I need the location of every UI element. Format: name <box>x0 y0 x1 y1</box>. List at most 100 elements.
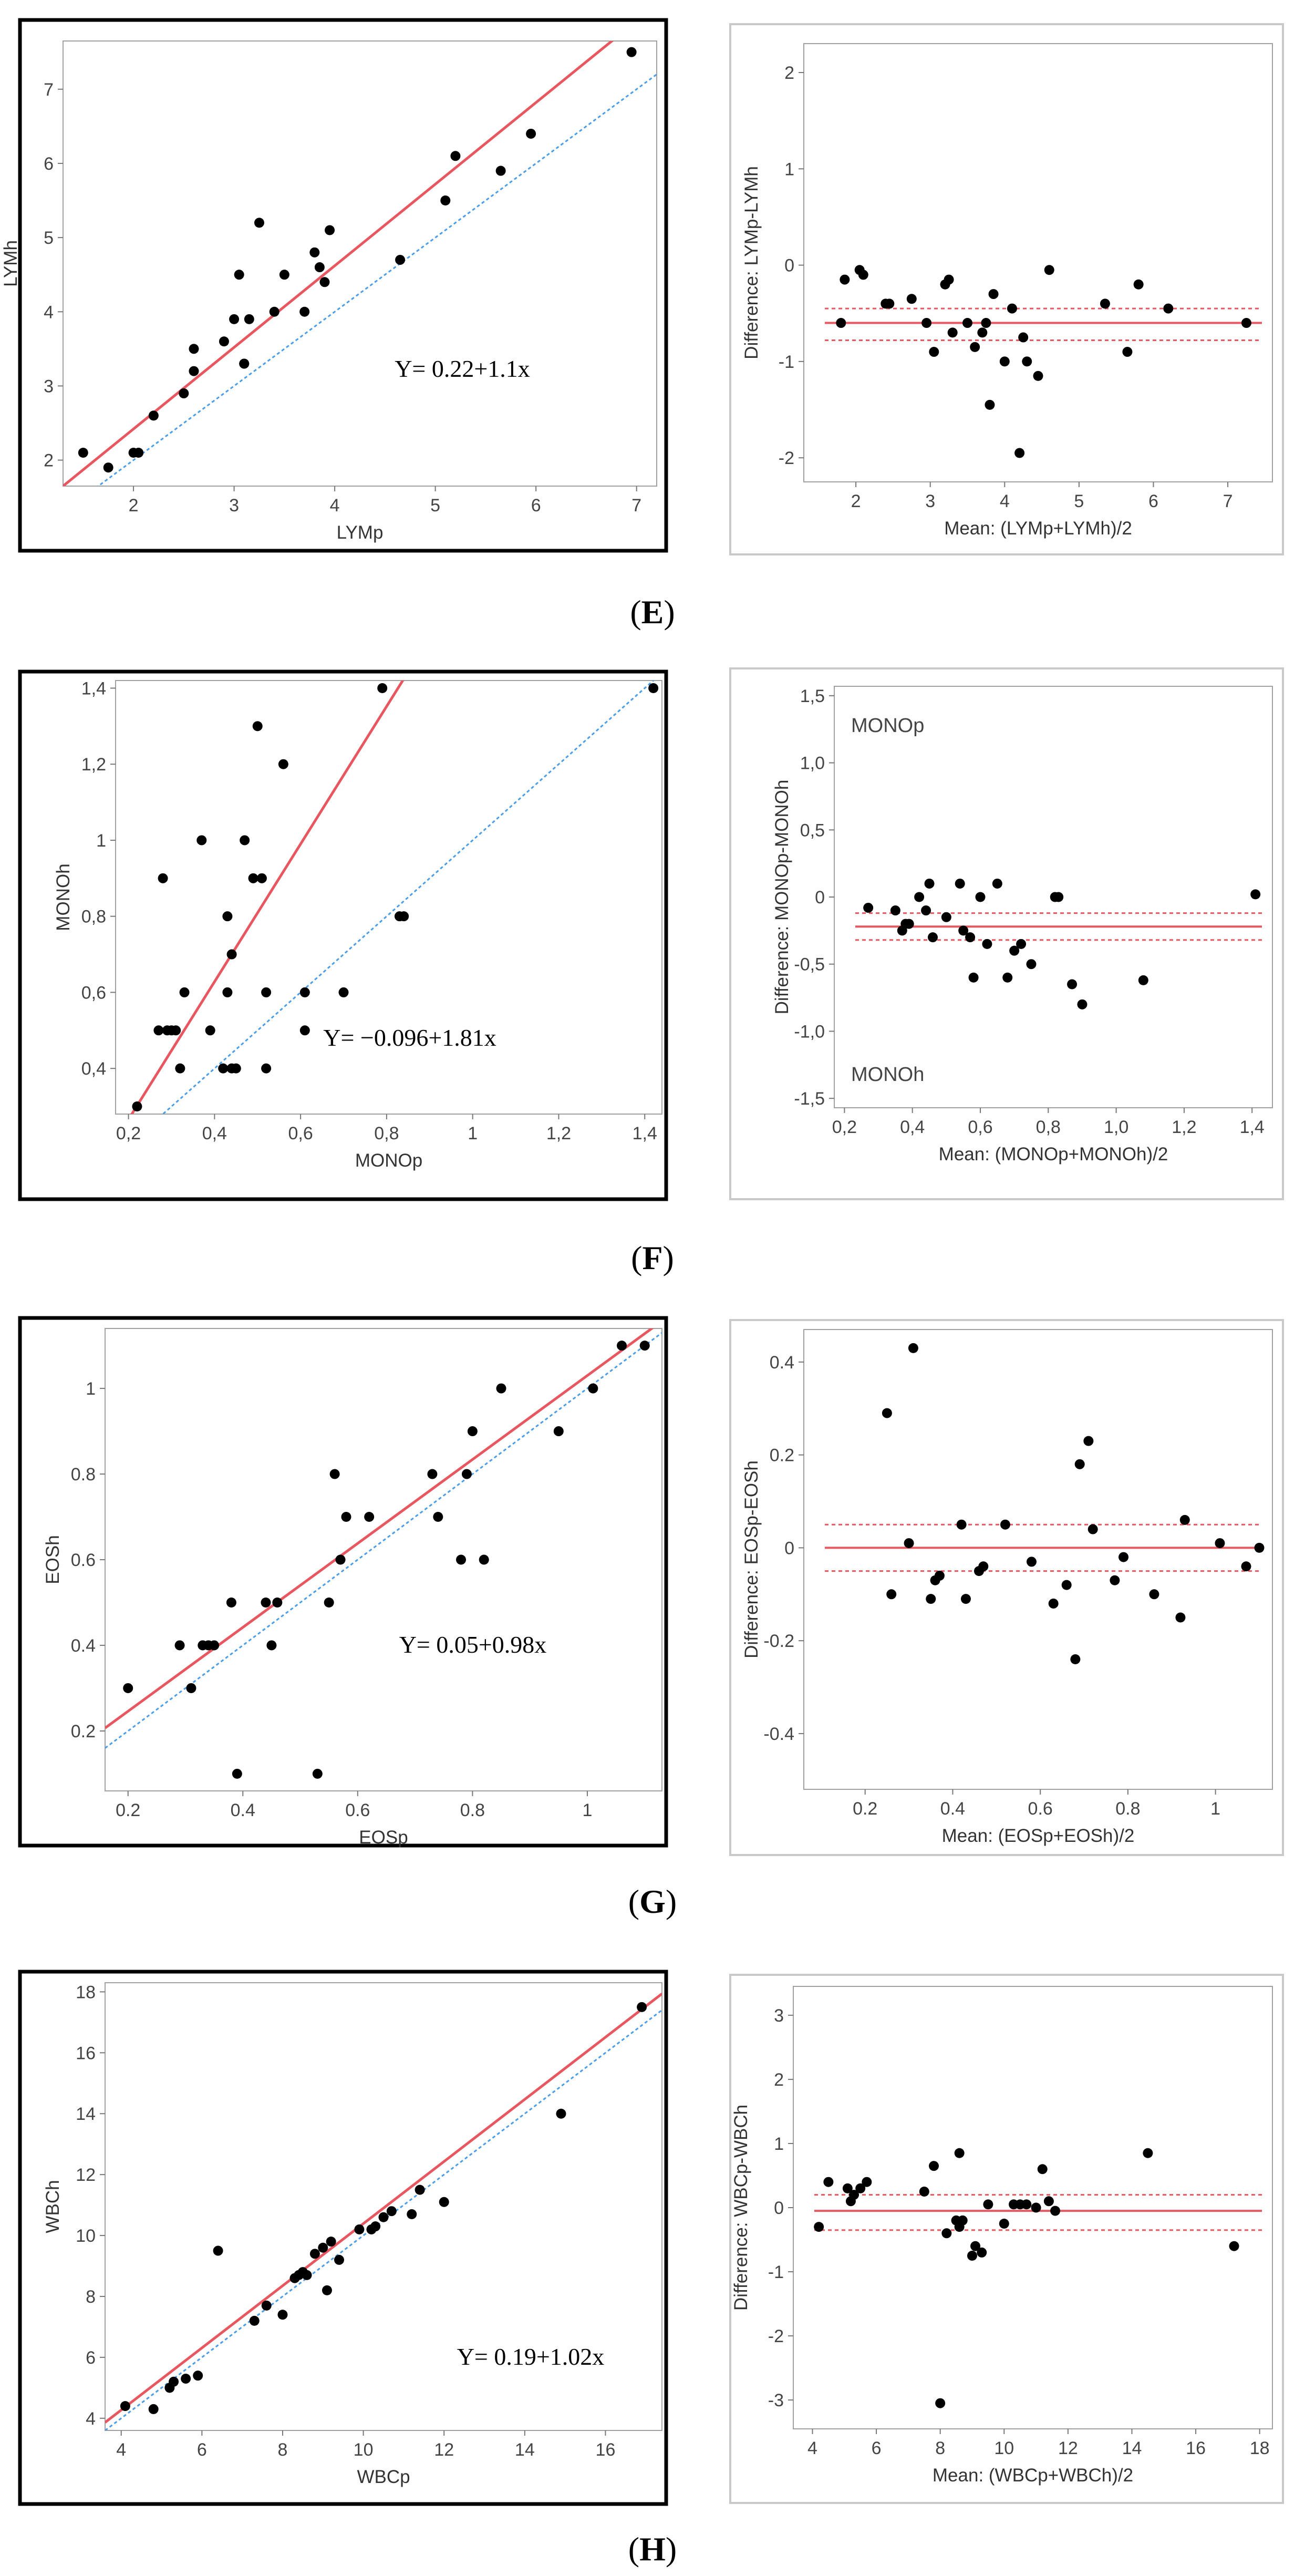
data-point <box>370 2221 381 2232</box>
x-tick-label: 1,0 <box>1104 1117 1128 1137</box>
chart-G-scatter: 0.2 0.4 0.6 0.8 1 0.2 0.4 0.6 0.8 1 EOSp EOSh Y= 0.0… <box>18 1316 668 1848</box>
y-tick-label: 12 <box>76 2165 96 2185</box>
y-tick-label: 4 <box>44 302 54 322</box>
data-point <box>1067 979 1078 990</box>
data-point <box>1044 265 1054 275</box>
data-point <box>1014 448 1025 458</box>
x-tick-label: 1 <box>582 1800 592 1820</box>
y-tick-label: 7 <box>44 80 54 100</box>
data-point <box>926 1594 936 1604</box>
plot-area <box>803 1329 1273 1790</box>
data-point <box>588 1383 598 1394</box>
data-point <box>1022 356 1032 367</box>
data-point <box>975 892 986 902</box>
x-axis-label: LYMp <box>337 522 384 543</box>
data-point <box>886 1589 897 1600</box>
y-tick-label: 0 <box>774 2198 784 2218</box>
data-point <box>985 399 995 410</box>
data-point <box>377 683 388 693</box>
data-point <box>456 1554 467 1565</box>
data-point <box>884 298 895 309</box>
y-axis-label: MONOh <box>53 863 74 931</box>
data-point <box>1254 1542 1265 1553</box>
x-axis-label: Mean: (EOSp+EOSh)/2 <box>942 1826 1135 1846</box>
fit-line <box>105 1328 654 1729</box>
data-point <box>921 905 931 916</box>
y-tick-label: 2 <box>44 451 54 471</box>
x-tick-label: 0.4 <box>231 1800 255 1820</box>
data-point <box>944 274 954 285</box>
data-point <box>919 2186 929 2197</box>
y-tick-label: 5 <box>44 228 54 248</box>
regression-equation: Y= −0.096+1.81x <box>323 1024 496 1051</box>
x-axis-label: Mean: (MONOp+MONOh)/2 <box>939 1144 1168 1165</box>
data-point <box>1026 959 1037 970</box>
data-point <box>1021 2199 1032 2210</box>
fit-line <box>130 681 405 1114</box>
data-point <box>962 318 972 328</box>
data-point <box>229 314 240 324</box>
data-point <box>335 1554 346 1565</box>
panel-label-F: (F) <box>631 1239 674 1276</box>
data-point <box>179 987 190 997</box>
data-point <box>988 289 999 300</box>
y-tick-label: 1 <box>784 159 794 179</box>
svg-text:(H): (H) <box>628 2530 677 2568</box>
data-point <box>226 1597 236 1608</box>
x-tick-label: 0,8 <box>374 1124 399 1143</box>
plot-area <box>63 40 657 487</box>
y-axis-label: Difference: MONOp-MONOh <box>772 780 792 1015</box>
x-tick-label: 1 <box>1210 1799 1220 1819</box>
y-axis-label: Difference: WBCp-WBCh <box>731 2105 751 2311</box>
data-point <box>904 919 914 929</box>
x-tick-label: 0.6 <box>1028 1799 1053 1819</box>
data-point <box>1007 303 1017 314</box>
outer-frame <box>18 669 668 1201</box>
y-tick-label: 0 <box>784 1538 794 1558</box>
data-point <box>1215 1538 1225 1549</box>
plot-area <box>115 680 662 1115</box>
x-tick-label: 18 <box>1250 2438 1270 2458</box>
x-tick-label: 8 <box>278 2440 288 2460</box>
data-point <box>395 254 406 265</box>
plot-content <box>105 1328 662 1779</box>
data-point <box>955 878 965 889</box>
data-point <box>232 1768 242 1779</box>
x-tick-label: 14 <box>1122 2438 1142 2458</box>
x-tick-label: 14 <box>515 2440 535 2460</box>
data-point <box>999 356 1010 367</box>
y-tick-label: -3 <box>768 2390 784 2410</box>
data-point <box>256 873 267 883</box>
data-point <box>407 2209 417 2219</box>
y-tick-label: -2 <box>768 2326 784 2346</box>
data-point <box>941 912 951 922</box>
x-tick-label: 0.8 <box>460 1800 485 1820</box>
y-tick-label: 0,6 <box>81 983 106 1003</box>
data-point <box>1110 1575 1120 1585</box>
x-axis-label: EOSp <box>359 1827 408 1848</box>
y-axis-label: LYMh <box>1 240 21 287</box>
identity-line <box>97 74 657 486</box>
data-point <box>496 1383 506 1394</box>
data-point <box>279 270 289 280</box>
data-point <box>1077 999 1088 1009</box>
y-tick-label: 3 <box>44 376 54 396</box>
data-point <box>981 318 991 328</box>
x-tick-label: 3 <box>925 491 935 511</box>
data-point <box>278 759 288 769</box>
data-point <box>309 247 320 257</box>
data-point <box>1088 1524 1098 1534</box>
data-point <box>639 1341 650 1351</box>
panel-label-E: (E) <box>630 593 675 631</box>
data-point <box>226 949 237 960</box>
data-point <box>965 932 976 943</box>
data-point <box>325 225 335 235</box>
x-axis-label: Mean: (LYMp+LYMh)/2 <box>944 518 1132 539</box>
y-tick-label: 0,5 <box>800 820 825 840</box>
data-point <box>1026 1557 1037 1567</box>
y-tick-label: 0.2 <box>71 1722 96 1742</box>
data-point <box>244 314 254 324</box>
data-point <box>929 2161 939 2171</box>
chart-E-scatter: 2 3 4 5 6 7 2 3 4 5 6 7 LYMp LYMh Y= 0.22+1.1x <box>1 18 668 553</box>
outer-frame <box>729 667 1284 1200</box>
